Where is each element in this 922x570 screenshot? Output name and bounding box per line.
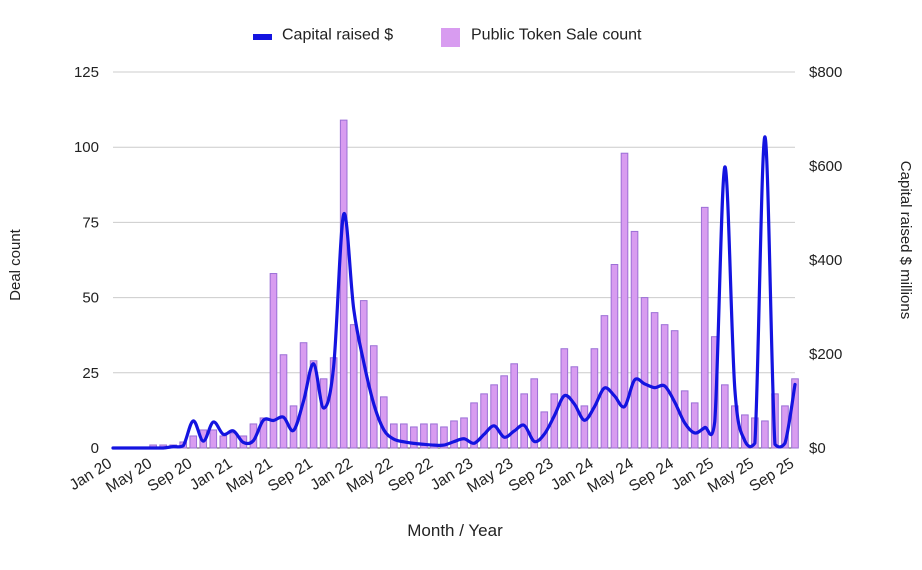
svg-text:May 22: May 22 — [344, 455, 396, 496]
svg-text:Sep 24: Sep 24 — [626, 455, 677, 496]
svg-text:$200: $200 — [809, 346, 842, 363]
svg-text:125: 125 — [74, 64, 99, 81]
svg-text:50: 50 — [82, 290, 99, 307]
svg-text:Sep 25: Sep 25 — [746, 455, 797, 495]
svg-text:Deal count: Deal count — [7, 228, 24, 301]
svg-text:Sep 23: Sep 23 — [506, 455, 557, 495]
svg-text:25: 25 — [82, 365, 99, 382]
svg-text:May 24: May 24 — [585, 455, 637, 497]
svg-text:Capital raised $ millions: Capital raised $ millions — [897, 161, 914, 319]
svg-text:Sep 22: Sep 22 — [385, 455, 436, 495]
svg-text:$0: $0 — [809, 440, 826, 457]
svg-text:75: 75 — [82, 214, 99, 231]
svg-text:May 23: May 23 — [464, 455, 516, 496]
svg-text:Month / Year: Month / Year — [407, 521, 503, 540]
svg-text:$600: $600 — [809, 158, 842, 175]
svg-text:0: 0 — [91, 440, 99, 457]
svg-text:Sep 20: Sep 20 — [145, 455, 196, 496]
svg-text:Sep 21: Sep 21 — [265, 455, 316, 495]
svg-text:$400: $400 — [809, 252, 842, 269]
svg-text:May 21: May 21 — [223, 455, 275, 496]
svg-text:Public Token Sale count: Public Token Sale count — [471, 27, 642, 44]
svg-text:May 20: May 20 — [103, 455, 155, 497]
svg-text:Capital raised $: Capital raised $ — [282, 27, 393, 44]
svg-text:$800: $800 — [809, 64, 842, 81]
svg-text:100: 100 — [74, 139, 99, 156]
svg-text:May 25: May 25 — [705, 455, 757, 496]
